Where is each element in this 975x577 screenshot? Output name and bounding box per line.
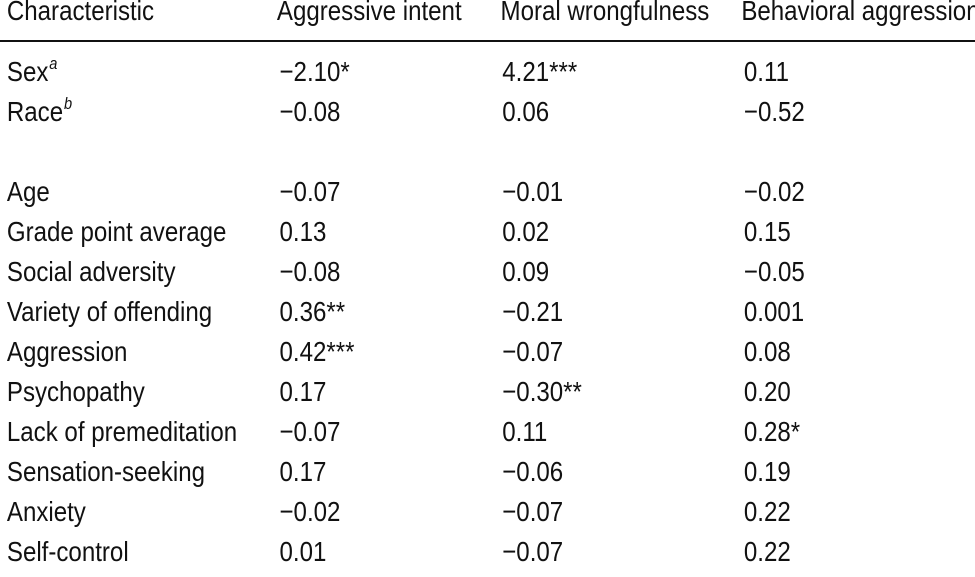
- row-label: Variety of offending: [6, 296, 213, 327]
- cell-aggressive-intent: −2.10*: [279, 56, 350, 87]
- row-label: Aggression: [6, 336, 128, 367]
- table-row: Age −0.07 −0.01 −0.02: [0, 172, 975, 212]
- table-row: Lack of premeditation −0.07 0.11 0.28*: [0, 412, 975, 452]
- cell-moral-wrongfulness: −0.07: [502, 536, 564, 567]
- table-row: Variety of offending 0.36** −0.21 0.001: [0, 292, 975, 332]
- table-row: Aggression 0.42*** −0.07 0.08: [0, 332, 975, 372]
- row-label: Self-control: [6, 536, 129, 567]
- cell-moral-wrongfulness: −0.07: [502, 336, 564, 367]
- table-row: Psychopathy 0.17 −0.30** 0.20: [0, 372, 975, 412]
- row-label: Anxiety: [6, 496, 86, 527]
- cell-aggressive-intent: −0.08: [279, 96, 341, 127]
- table-row: Self-control 0.01 −0.07 0.22: [0, 532, 975, 572]
- cell-behavioral-aggression: 0.15: [743, 216, 791, 247]
- table-row: Social adversity −0.08 0.09 −0.05: [0, 252, 975, 292]
- table-header: Characteristic Aggressive intent Moral w…: [0, 0, 975, 42]
- table-row: Sensation-seeking 0.17 −0.06 0.19: [0, 452, 975, 492]
- cell-aggressive-intent: 0.42***: [279, 336, 355, 367]
- cell-aggressive-intent: −0.08: [279, 256, 341, 287]
- row-label: Sensation-seeking: [6, 456, 206, 487]
- header-aggressive-intent: Aggressive intent: [276, 0, 462, 26]
- cell-behavioral-aggression: 0.11: [743, 56, 789, 87]
- cell-moral-wrongfulness: 0.02: [502, 216, 550, 247]
- cell-moral-wrongfulness: −0.30**: [502, 376, 582, 407]
- footnote-marker: a: [49, 54, 58, 73]
- cell-moral-wrongfulness: 4.21***: [502, 56, 578, 87]
- cell-behavioral-aggression: 0.22: [743, 496, 791, 527]
- row-label: Social adversity: [6, 256, 176, 287]
- cell-behavioral-aggression: −0.52: [743, 96, 805, 127]
- cell-moral-wrongfulness: 0.06: [502, 96, 550, 127]
- cell-aggressive-intent: 0.01: [279, 536, 327, 567]
- cell-aggressive-intent: 0.17: [279, 376, 327, 407]
- row-label: Grade point average: [6, 216, 227, 247]
- footnote-marker: b: [63, 94, 73, 113]
- cell-behavioral-aggression: −0.05: [743, 256, 805, 287]
- cell-behavioral-aggression: 0.22: [743, 536, 791, 567]
- cell-moral-wrongfulness: −0.07: [502, 496, 564, 527]
- cell-aggressive-intent: 0.36**: [279, 296, 346, 327]
- row-label: Sexa: [7, 52, 57, 92]
- cell-aggressive-intent: 0.13: [279, 216, 327, 247]
- cell-behavioral-aggression: 0.08: [743, 336, 791, 367]
- row-label: Raceb: [7, 92, 72, 132]
- header-characteristic: Characteristic: [6, 0, 155, 26]
- header-behavioral-aggression: Behavioral aggression: [741, 0, 975, 26]
- cell-moral-wrongfulness: −0.06: [502, 456, 564, 487]
- table-row: Grade point average 0.13 0.02 0.15: [0, 212, 975, 252]
- cell-aggressive-intent: −0.07: [279, 416, 341, 447]
- cell-moral-wrongfulness: −0.01: [502, 176, 564, 207]
- row-label: Age: [6, 176, 50, 207]
- cell-aggressive-intent: −0.02: [279, 496, 341, 527]
- cell-moral-wrongfulness: 0.09: [502, 256, 550, 287]
- cell-moral-wrongfulness: −0.21: [502, 296, 564, 327]
- row-label-text: Race: [6, 96, 64, 127]
- cell-moral-wrongfulness: 0.11: [502, 416, 548, 447]
- cell-behavioral-aggression: 0.20: [743, 376, 791, 407]
- row-label: Lack of premeditation: [6, 416, 238, 447]
- table-row: Sexa −2.10* 4.21*** 0.11: [0, 52, 975, 92]
- cell-behavioral-aggression: 0.19: [743, 456, 791, 487]
- table-row: Anxiety −0.02 −0.07 0.22: [0, 492, 975, 532]
- cell-aggressive-intent: −0.07: [279, 176, 341, 207]
- cell-aggressive-intent: 0.17: [279, 456, 327, 487]
- cell-behavioral-aggression: 0.001: [743, 296, 805, 327]
- row-label: Psychopathy: [6, 376, 145, 407]
- cell-behavioral-aggression: −0.02: [743, 176, 805, 207]
- table-row: Raceb −0.08 0.06 −0.52: [0, 92, 975, 132]
- cell-behavioral-aggression: 0.28*: [743, 416, 801, 447]
- row-label-text: Sex: [6, 56, 49, 87]
- header-moral-wrongfulness: Moral wrongfulness: [500, 0, 710, 26]
